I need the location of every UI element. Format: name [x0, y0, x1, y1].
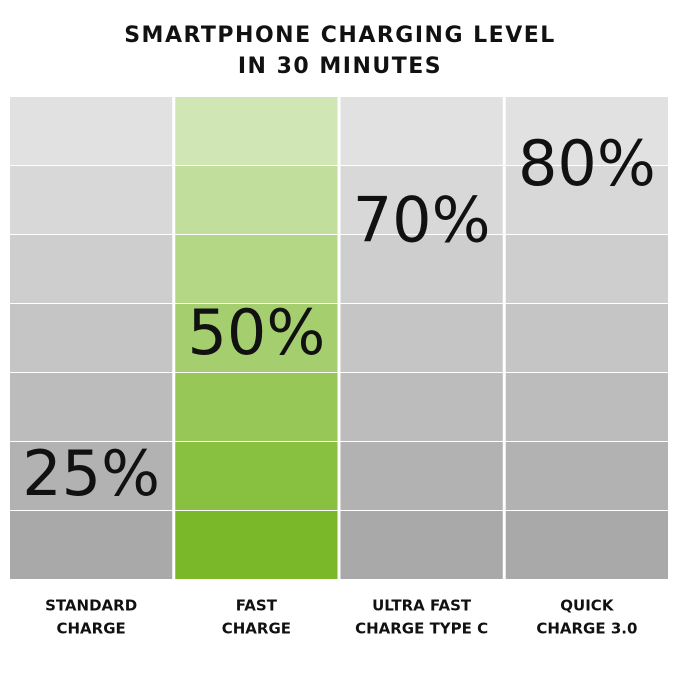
- category-label: FAST: [236, 597, 278, 615]
- column-band: [340, 235, 503, 303]
- category-label: CHARGE 3.0: [536, 620, 637, 638]
- category-label: STANDARD: [45, 597, 137, 615]
- column-band: [505, 235, 668, 303]
- column-band: [340, 511, 503, 579]
- column-band: [340, 166, 503, 234]
- column-band: [340, 97, 503, 165]
- category-label: CHARGE TYPE C: [355, 620, 488, 638]
- column-band: [340, 442, 503, 510]
- column-band: [175, 511, 338, 579]
- column-band: [505, 97, 668, 165]
- value-label: 80%: [518, 127, 656, 200]
- column-band: [175, 373, 338, 441]
- chart-title: IN 30 MINUTES: [238, 54, 442, 79]
- category-label: ULTRA FAST: [372, 597, 472, 615]
- category-label: CHARGE: [56, 620, 125, 638]
- column-band: [175, 97, 338, 165]
- column-band: [340, 304, 503, 372]
- column-band: [10, 373, 173, 441]
- value-label: 50%: [187, 296, 325, 369]
- column-band: [505, 373, 668, 441]
- column-band: [10, 304, 173, 372]
- column-band: [10, 442, 173, 510]
- column-band: [10, 166, 173, 234]
- value-label: 70%: [353, 183, 491, 256]
- column-band: [340, 373, 503, 441]
- value-label: 25%: [22, 437, 160, 510]
- column-band: [10, 511, 173, 579]
- column-band: [505, 304, 668, 372]
- category-label: QUICK: [560, 597, 615, 615]
- chart-title: SMARTPHONE CHARGING LEVEL: [124, 23, 556, 48]
- column-band: [175, 166, 338, 234]
- column-band: [175, 235, 338, 303]
- column-band: [505, 511, 668, 579]
- column-band: [175, 442, 338, 510]
- column-band: [505, 166, 668, 234]
- column-band: [175, 304, 338, 372]
- column-band: [505, 442, 668, 510]
- column-band: [10, 235, 173, 303]
- column-band: [10, 97, 173, 165]
- category-label: CHARGE: [222, 620, 291, 638]
